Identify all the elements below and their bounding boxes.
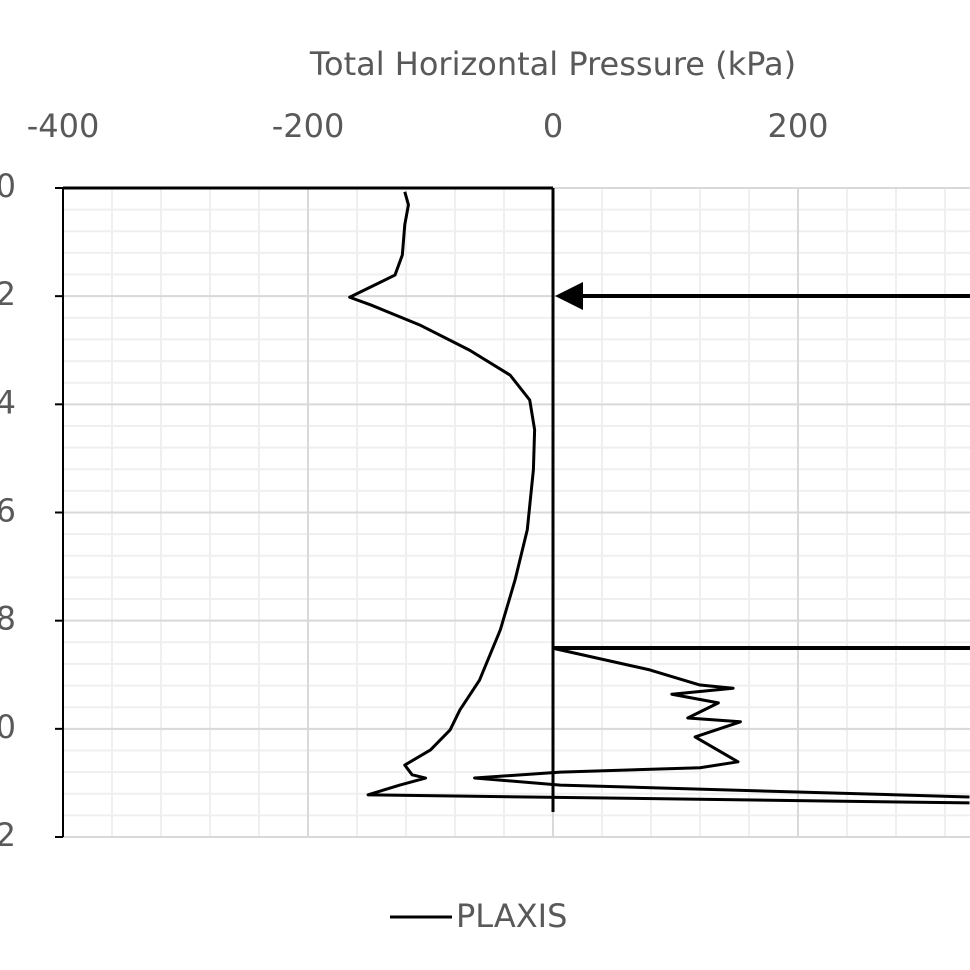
y-tick-label: 2 — [0, 275, 16, 313]
y-tick-label: 0 — [0, 167, 16, 205]
x-tick-label: -200 — [272, 107, 345, 145]
y-tick-label: 8 — [0, 600, 16, 638]
y-tick-label: 12 — [0, 816, 16, 854]
y-tick-label: 10 — [0, 708, 16, 746]
y-tick-label: 4 — [0, 383, 16, 421]
arrow-head — [555, 282, 583, 310]
axes: -400 -200 0 200 0 2 4 6 8 10 12 — [0, 107, 829, 854]
series-group — [348, 191, 970, 805]
legend: PLAXIS — [390, 897, 567, 935]
x-tick-label: 0 — [543, 107, 563, 145]
data-line — [348, 191, 970, 805]
legend-label: PLAXIS — [456, 897, 567, 935]
grid — [62, 187, 970, 838]
x-tick-label: 200 — [767, 107, 828, 145]
y-tick-label: 6 — [0, 492, 16, 530]
chart-title: Total Horizontal Pressure (kPa) — [309, 45, 796, 83]
x-tick-label: -400 — [27, 107, 100, 145]
